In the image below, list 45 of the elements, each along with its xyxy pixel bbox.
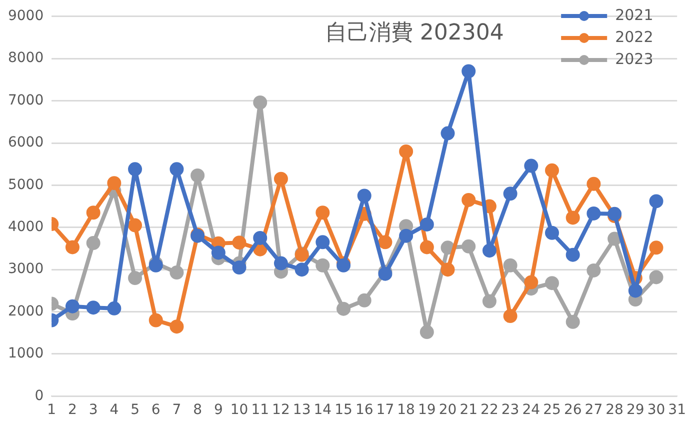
x-tick-label: 3 — [88, 402, 98, 418]
x-tick-label: 6 — [151, 402, 160, 418]
y-tick-label: 4000 — [8, 219, 44, 236]
x-tick-label: 30 — [647, 402, 666, 418]
x-tick-label: 19 — [418, 402, 436, 418]
y-tick-label: 8000 — [8, 50, 44, 66]
y-tick-label: 6000 — [8, 134, 44, 151]
x-tick-label: 8 — [193, 402, 202, 418]
legend-label: 2022 — [615, 28, 654, 46]
x-tick-label: 21 — [460, 402, 478, 418]
x-tick-label: 9 — [214, 402, 223, 418]
x-tick-label: 12 — [272, 402, 290, 418]
x-tick-label: 18 — [397, 402, 415, 418]
x-tick-label: 2 — [68, 402, 77, 418]
x-tick-label: 20 — [438, 402, 457, 418]
x-tick-label: 24 — [522, 402, 540, 418]
y-tick-label: 1000 — [8, 346, 44, 362]
x-tick-label: 22 — [480, 402, 498, 418]
x-tick-label: 16 — [355, 402, 374, 418]
y-tick-label: 3000 — [8, 261, 44, 278]
x-tick-label: 1 — [47, 402, 56, 418]
x-tick-label: 4 — [110, 402, 119, 418]
x-tick-label: 27 — [584, 402, 603, 418]
x-tick-label: 15 — [334, 402, 352, 418]
x-tick-label: 5 — [130, 402, 140, 418]
x-tick-label: 31 — [668, 402, 686, 418]
x-tick-label: 23 — [501, 402, 520, 418]
y-tick-label: 7000 — [8, 92, 44, 108]
x-tick-label: 26 — [564, 402, 582, 418]
x-tick-label: 29 — [626, 402, 644, 418]
x-tick-label: 14 — [314, 402, 332, 418]
chart-title: 自己消費 202304 — [324, 20, 504, 46]
y-tick-label: 2000 — [8, 303, 44, 320]
legend-label: 2023 — [615, 50, 654, 68]
x-tick-label: 28 — [606, 402, 624, 418]
y-tick-label: 5000 — [8, 176, 44, 193]
y-tick-label: 9000 — [8, 8, 44, 24]
x-tick-label: 11 — [251, 402, 270, 418]
x-tick-label: 7 — [172, 402, 182, 418]
legend-label: 2021 — [615, 6, 654, 24]
y-tick-label: 0 — [34, 388, 44, 404]
x-tick-label: 17 — [376, 402, 394, 418]
x-tick-label: 10 — [230, 402, 248, 418]
x-tick-label: 25 — [543, 402, 561, 418]
x-tick-label: 13 — [292, 402, 311, 418]
